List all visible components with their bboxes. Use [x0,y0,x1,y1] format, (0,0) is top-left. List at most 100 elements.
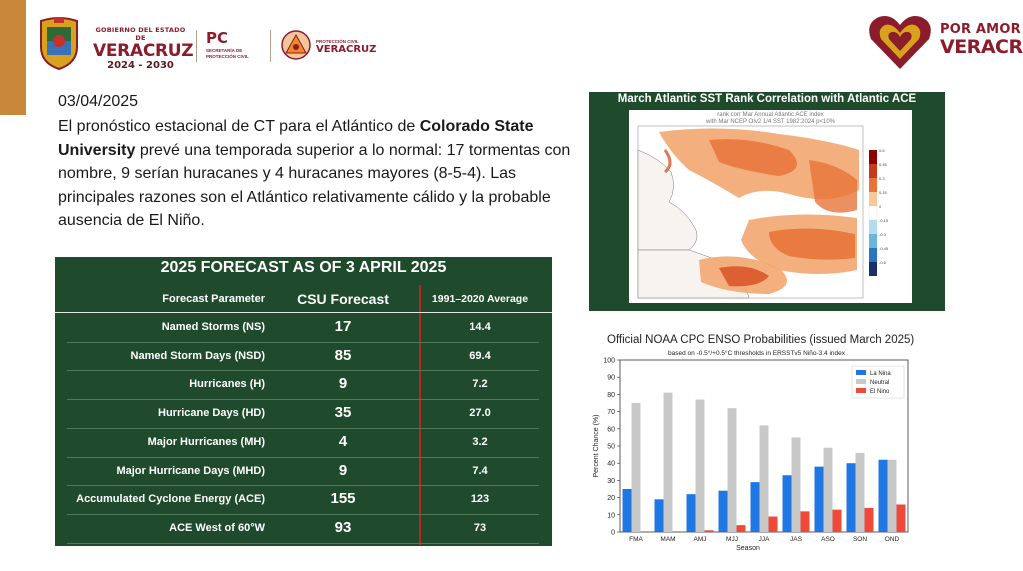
slide-date: 03/04/2025 [58,93,139,110]
x-tick-label: JJA [759,536,771,543]
sst-map-image: rank corr Mar Annual Atlantic ACE index … [629,110,912,303]
slide-paragraph: El pronóstico estacional de CT para el A… [58,115,578,233]
colorbar-tick-label: 0.3 [879,176,885,181]
y-tick-label: 10 [607,512,615,519]
pc-line1: SECRETARÍA DE [206,48,243,53]
row-divider [67,427,539,429]
enso-bar-chart: 0 10 20 30 40 50 60 70 80 90 100 Percent Chance (%)… [593,358,909,552]
sst-colorbar [868,150,878,276]
table-red-divider [419,285,421,545]
sst-subtitle-line2: with Mar NCEP OIv2 1/4 SST 1982:2024 p<1… [705,119,836,125]
table-header-row: Forecast Parameter CSU Forecast 1991–202… [55,285,552,313]
bar-la-nina [622,489,632,532]
y-tick-label: 100 [603,358,615,365]
row-parameter: Accumulated Cyclone Energy (ACE) [76,493,265,506]
legend-label: La Nina [870,371,891,377]
gobierno-veracruz-logo: GOBIERNO DEL ESTADO DE VERACRUZ 2024 - 2… [93,26,194,71]
row-average-value: 27.0 [469,407,491,420]
gov-line2: VERACRUZ [93,41,194,61]
bar-la-nina [878,459,888,532]
bar-neutral [727,408,737,532]
y-tick-label: 40 [607,461,615,468]
pcv-line1: PROTECCIÓN CIVIL [316,39,359,44]
row-divider [67,456,539,458]
row-csu-value: 155 [330,490,356,508]
row-csu-value: 4 [338,432,348,450]
sst-title: March Atlantic SST Rank Correlation with… [617,93,917,105]
row-divider [67,370,539,372]
y-tick-label: 20 [607,495,615,502]
x-tick-label: MAM [660,536,675,543]
bar-neutral [887,459,897,532]
bar-el-nino [832,509,842,532]
header-average: 1991–2020 Average [431,293,529,305]
y-tick-label: 0 [611,530,615,537]
colorbar-tick-label: -0.6 [879,260,887,265]
chart-title: Official NOAA CPC ENSO Probabilities (is… [607,334,915,346]
header-divider [270,30,271,62]
row-average-value: 3.2 [472,435,488,448]
sst-map-graphic: 0.6 0.45 0.3 0.15 0 -0.15 -0.3 -0.45 -0.6 [637,125,889,299]
accent-bar [0,0,26,115]
table-row: Major Hurricanes (MH) 4 3.2 [55,428,552,456]
table-row: Net Tropical Cyclone Activity (NTC) 165 13… [55,543,552,571]
row-parameter: Named Storms (NS) [161,321,265,333]
bar-el-nino [736,525,746,532]
y-axis-label: Percent Chance (%) [593,414,600,477]
pc-abbr: PC [206,29,229,47]
colorbar-tick-label: 0.45 [879,162,888,167]
veracruz-coat-of-arms-icon [40,17,78,71]
y-tick-label: 50 [607,444,615,451]
legend-swatch [856,370,866,375]
row-parameter: Named Storm Days (NSD) [130,349,265,362]
row-average-value: 7.4 [472,464,488,477]
row-divider [67,485,539,487]
colorbar-tick-label: 0 [879,204,882,209]
header-csu: CSU Forecast [297,291,389,307]
slogan-line1: POR AMOR [940,22,1021,37]
bar-la-nina [718,490,728,532]
colorbar-tick-label: 0.15 [879,190,888,195]
slogan-line2: VERACRUZ [940,36,1023,58]
x-tick-label: JAS [790,536,803,543]
bar-la-nina [846,463,856,532]
pc-veracruz-logo: PROTECCIÓN CIVIL VERACRUZ [316,39,376,55]
table-row: Named Storm Days (NSD) 85 69.4 [55,342,552,370]
bar-el-nino [896,504,906,532]
table-row: Hurricanes (H) 9 7.2 [55,370,552,398]
bar-neutral [791,437,801,532]
row-csu-value: 17 [334,318,352,335]
row-divider [67,399,539,401]
x-tick-label: AMJ [694,536,707,543]
row-csu-value: 93 [334,518,352,536]
row-parameter: ACE West of 60°W [169,521,265,534]
table-row: Named Storms (NS) 17 14.4 [55,313,552,341]
bar-la-nina [814,466,824,532]
bar-la-nina [686,494,696,532]
row-csu-value: 9 [338,461,348,479]
gov-line3: 2024 - 2030 [107,60,174,71]
row-csu-value: 9 [338,375,348,393]
y-tick-label: 90 [607,375,615,382]
legend-swatch [856,379,866,384]
para-start: El pronóstico estacional de CT para el A… [58,118,420,135]
pcv-line2: VERACRUZ [316,44,377,55]
y-tick-label: 60 [607,426,615,433]
pc-logo: PC SECRETARÍA DE PROTECCIÓN CIVIL [206,29,249,59]
row-average-value: 69.4 [469,349,491,362]
chart-subtitle: based on -0.5°/+0.5°C thresholds in ERSS… [668,350,846,357]
row-divider [67,513,539,515]
bar-la-nina [750,482,760,532]
x-tick-label: ASO [821,536,835,543]
bar-neutral [823,447,833,532]
bar-el-nino [864,507,874,532]
gov-line1: GOBIERNO DEL ESTADO DE [95,26,186,42]
row-parameter: Hurricanes (H) [189,378,265,391]
colorbar-tick-label: -0.15 [879,218,889,223]
sst-subtitle: rank corr Mar Annual Atlantic ACE index … [629,112,912,126]
row-csu-value: 85 [334,346,352,364]
bar-neutral [695,399,705,532]
row-average-value: 123 [470,493,490,506]
bar-neutral [759,425,769,532]
row-divider [67,341,539,343]
